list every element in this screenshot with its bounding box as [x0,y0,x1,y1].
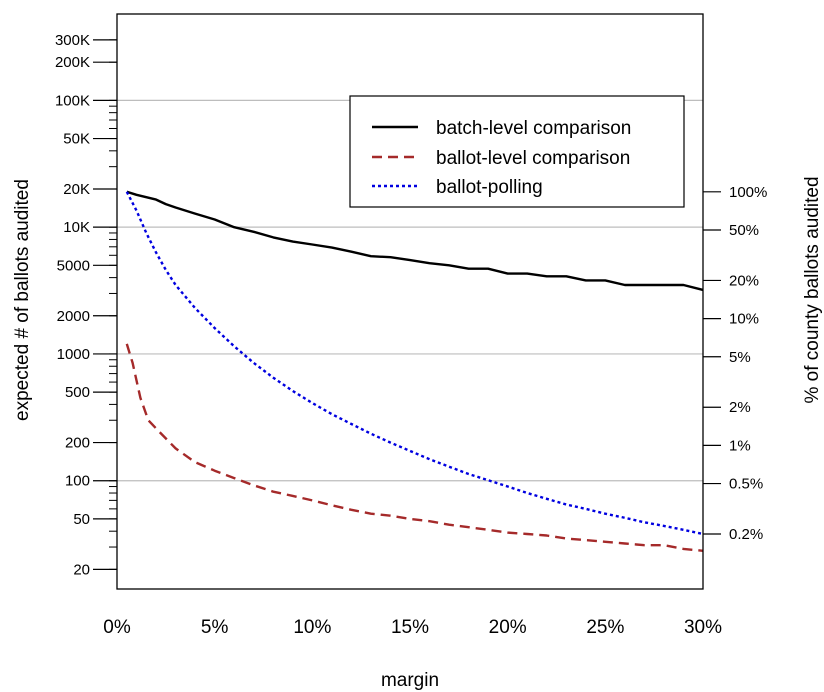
y-tick-label: 300K [55,32,90,49]
y2-tick-label: 0.5% [729,476,763,493]
plot-frame [116,13,704,590]
y2-tick-label: 20% [729,272,759,289]
legend-label-ballot-polling: ballot-polling [436,177,543,198]
x-tick-label: 5% [201,617,229,638]
y2-tick-label: 5% [729,349,751,366]
legend: batch-level comparison ballot-level comp… [349,95,685,208]
y-tick-label: 500 [65,384,90,401]
y2-tick-label: 0.2% [729,526,763,543]
legend-box [349,95,685,208]
y-tick-label: 20K [63,181,90,198]
x-tick-label: 0% [103,617,131,638]
y-tick-label: 200 [65,435,90,452]
y2-tick-label: 50% [729,222,759,239]
y-tick-label: 100 [65,473,90,490]
y-tick-label: 50K [63,131,90,148]
series-line-ballot-level-comparison [125,343,704,552]
y-tick-label: 100K [55,92,90,109]
x-tick-label: 15% [391,617,429,638]
right-y-axis: 100% 50% 20% 10% 5% 2% 1% 0.5% 0.2% [703,184,767,543]
left-y-axis: 20 50 100 200 500 1000 2000 5000 10K 20K 50K 100K 20… [55,32,117,578]
legend-label-ballot-level: ballot-level comparison [436,148,630,169]
y-tick-label: 1000 [57,346,90,363]
y-axis-title: expected # of ballots audited [12,179,33,421]
y2-axis-title: % of county ballots audited [802,176,823,403]
y-tick-label: 200K [55,54,90,71]
y2-tick-label: 10% [729,311,759,328]
x-tick-label: 10% [293,617,331,638]
x-axis-title: margin [381,670,439,691]
y-tick-label: 20 [73,561,90,578]
y-tick-label: 50 [73,511,90,528]
y-tick-label: 2000 [57,308,90,325]
y-tick-label: 5000 [57,257,90,274]
x-tick-label: 20% [489,617,527,638]
y2-tick-label: 100% [729,184,767,201]
y2-tick-label: 2% [729,399,751,416]
x-tick-label: 25% [586,617,624,638]
y-tick-label: 10K [63,219,90,236]
series-layer [125,190,704,552]
legend-label-batch-level: batch-level comparison [436,118,631,139]
x-tick-label: 30% [684,617,722,638]
series-line-batch-level-comparison [126,190,704,292]
y2-tick-label: 1% [729,437,751,454]
series-line-ballot-polling [125,191,704,536]
x-axis: 0% 5% 10% 15% 20% 25% 30% [103,617,722,638]
